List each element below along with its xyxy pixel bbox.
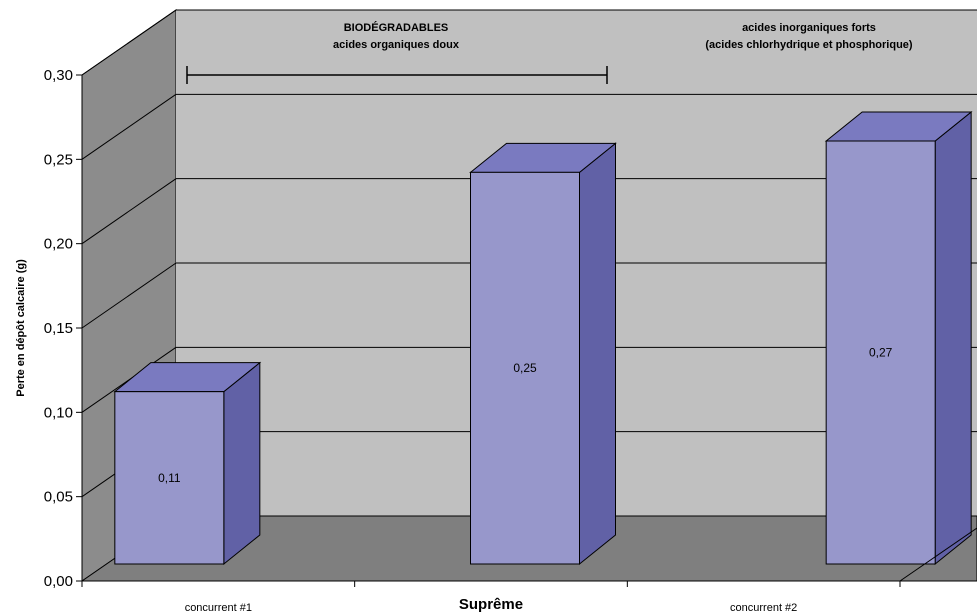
gridline-side — [81, 93, 177, 160]
data-label: 0,27 — [869, 346, 893, 360]
y-tick-label: 0,15 — [44, 320, 73, 337]
annotation-subtitle: (acides chlorhydrique et phosphorique) — [705, 39, 913, 51]
annotation-subtitle: acides organiques doux — [333, 39, 460, 51]
bar-side — [579, 142, 616, 566]
x-category-labels: concurrent #1 Suprême concurrent #2 — [185, 596, 798, 614]
bar-front — [825, 140, 936, 565]
bar-front — [470, 171, 580, 565]
bar: 0,27 — [824, 110, 973, 566]
bar-front — [114, 391, 225, 565]
y-tick-label: 0,10 — [44, 404, 73, 421]
bar: 0,25 — [469, 142, 617, 566]
floor-edge — [899, 527, 977, 582]
data-label: 0,11 — [158, 471, 181, 485]
bar: 0,11 — [113, 361, 262, 566]
gridline-side — [81, 262, 177, 329]
y-tick-label: 0,05 — [44, 489, 73, 506]
gridline-side — [81, 178, 177, 245]
y-tick-labels: 0,00 0,05 0,10 0,15 0,20 0,25 0,30 — [44, 67, 73, 590]
y-tick-label: 0,00 — [44, 573, 73, 590]
bar-side — [934, 110, 972, 566]
data-label: 0,25 — [513, 361, 537, 375]
y-tick-label: 0,20 — [44, 236, 73, 253]
bars: 0,11 0,25 0,27 — [113, 110, 973, 566]
gridline-side — [81, 9, 177, 76]
annotations: BIODÉGRADABLES acides organiques doux acid… — [186, 21, 913, 84]
annotation-title: acides inorganiques forts — [742, 22, 876, 34]
x-category-label: concurrent #2 — [730, 602, 797, 614]
x-category-label: Suprême — [459, 596, 523, 613]
y-tick-label: 0,25 — [44, 151, 73, 168]
bar-side — [223, 361, 261, 566]
annotation-title: BIODÉGRADABLES — [344, 21, 449, 34]
y-tick-label: 0,30 — [44, 67, 73, 84]
x-category-label: concurrent #1 — [185, 602, 252, 614]
y-axis-title: Perte en dépôt calcaire (g) — [15, 259, 27, 397]
axes — [76, 74, 977, 587]
